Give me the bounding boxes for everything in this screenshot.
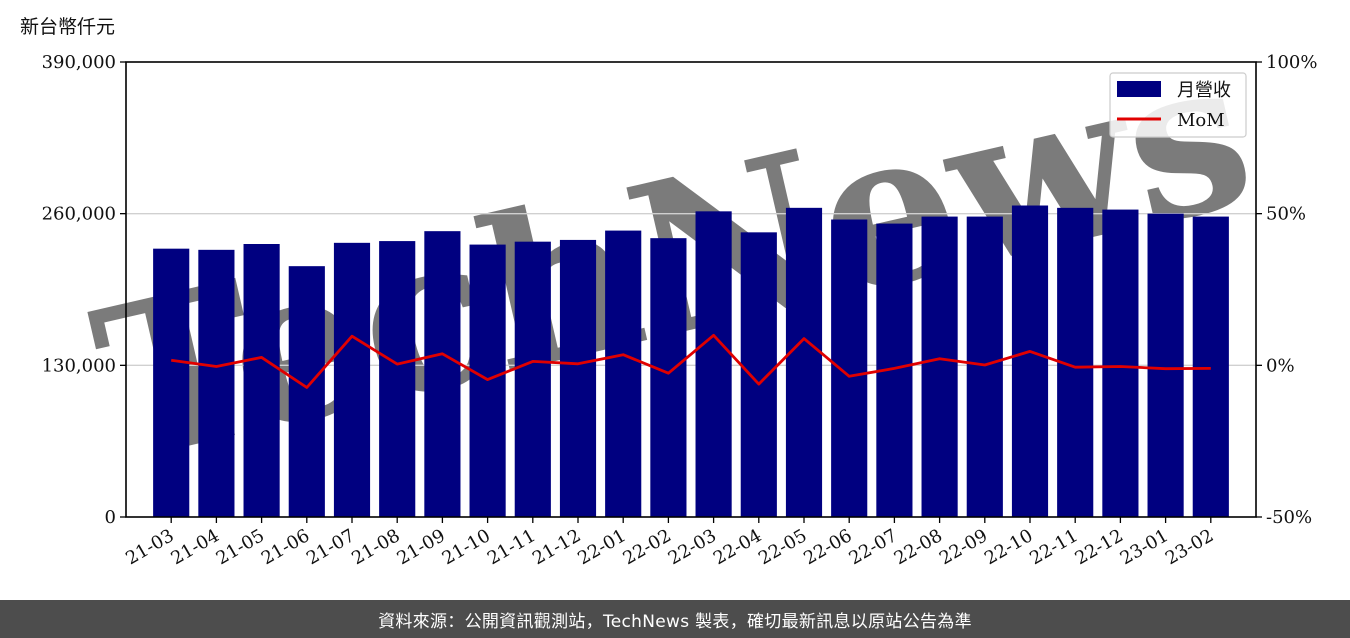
x-tick-label: 22-10 bbox=[981, 525, 1036, 569]
bar-23-02 bbox=[1192, 216, 1229, 518]
x-tick-label: 22-07 bbox=[845, 525, 900, 569]
x-tick-label: 22-04 bbox=[710, 525, 765, 569]
x-tick-label: 23-01 bbox=[1117, 525, 1172, 569]
y2-tick-label: -50% bbox=[1266, 507, 1312, 528]
x-tick-label: 22-06 bbox=[800, 525, 855, 569]
x-tick-label: 21-07 bbox=[303, 525, 358, 569]
legend-label-mom: MoM bbox=[1177, 110, 1225, 131]
bar-22-08 bbox=[921, 216, 958, 518]
bar-22-09 bbox=[966, 216, 1003, 518]
bar-21-07 bbox=[333, 242, 371, 518]
bar-21-08 bbox=[379, 241, 416, 518]
x-tick-label: 21-03 bbox=[122, 525, 177, 569]
x-tick-label: 22-12 bbox=[1071, 525, 1126, 569]
bar-22-04 bbox=[740, 232, 777, 518]
bar-21-06 bbox=[288, 266, 325, 517]
x-tick-label: 22-08 bbox=[891, 525, 946, 569]
y-axis-label: 新台幣仟元 bbox=[20, 16, 115, 38]
bar-21-11 bbox=[514, 241, 551, 517]
bar-21-09 bbox=[424, 231, 461, 517]
bar-21-05 bbox=[243, 244, 280, 517]
x-tick-label: 21-10 bbox=[439, 525, 494, 569]
legend-label-revenue: 月營收 bbox=[1177, 80, 1231, 101]
bar-22-06 bbox=[831, 219, 868, 517]
x-tick-label: 21-04 bbox=[167, 525, 222, 569]
legend-swatch-bar bbox=[1117, 81, 1161, 97]
x-tick-label: 21-09 bbox=[393, 525, 448, 569]
bar-21-04 bbox=[198, 249, 235, 518]
bar-22-02 bbox=[650, 238, 687, 517]
y-tick-label: 390,000 bbox=[42, 52, 116, 73]
bar-22-03 bbox=[695, 211, 732, 518]
x-tick-label: 22-11 bbox=[1026, 525, 1081, 569]
x-tick-label: 21-08 bbox=[348, 525, 403, 569]
y-tick-label: 0 bbox=[105, 507, 116, 528]
bar-22-05 bbox=[785, 207, 823, 518]
mom-line bbox=[171, 333, 1211, 389]
source-footer: 資料來源：公開資訊觀測站，TechNews 製表，確切最新訊息以原站公告為準 bbox=[0, 600, 1350, 638]
bar-21-03 bbox=[153, 248, 190, 517]
revenue-chart: TechNews 0130,000260,000390,000-50%0%50%… bbox=[20, 6, 1317, 569]
bar-21-12 bbox=[559, 239, 597, 517]
bar-22-10 bbox=[1011, 205, 1049, 517]
x-tick-label: 21-12 bbox=[529, 525, 584, 569]
mom-line-series bbox=[171, 333, 1211, 389]
legend: 月營收 MoM bbox=[1109, 72, 1247, 138]
y2-tick-label: 0% bbox=[1266, 355, 1295, 376]
y2-tick-label: 100% bbox=[1266, 52, 1317, 73]
x-tick-label: 23-02 bbox=[1162, 525, 1217, 569]
y-tick-label: 260,000 bbox=[42, 204, 116, 225]
x-tick-label: 22-01 bbox=[574, 525, 629, 569]
x-tick-label: 21-11 bbox=[484, 525, 539, 569]
bar-22-01 bbox=[605, 230, 642, 518]
plot-frame bbox=[125, 61, 1257, 518]
x-tick-label: 22-03 bbox=[665, 525, 720, 569]
x-tick-label: 21-06 bbox=[258, 525, 313, 569]
x-tick-label: 22-05 bbox=[755, 525, 810, 569]
x-tick-label: 22-02 bbox=[619, 525, 674, 569]
x-tick-label: 21-05 bbox=[213, 525, 268, 569]
bar-series bbox=[153, 205, 1229, 518]
bar-23-01 bbox=[1147, 213, 1184, 517]
y2-tick-label: 50% bbox=[1266, 204, 1306, 225]
y-tick-label: 130,000 bbox=[42, 355, 116, 376]
bar-22-12 bbox=[1102, 209, 1139, 518]
x-tick-label: 22-09 bbox=[936, 525, 991, 569]
footer-text: 資料來源：公開資訊觀測站，TechNews 製表，確切最新訊息以原站公告為準 bbox=[378, 611, 972, 632]
